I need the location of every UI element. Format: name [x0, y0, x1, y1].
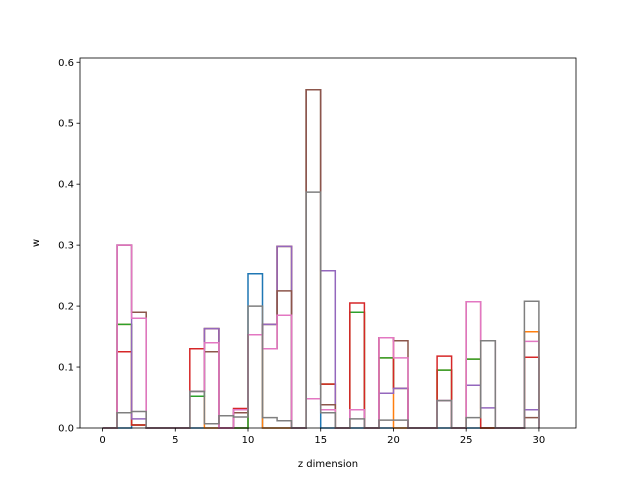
plot-background — [80, 58, 576, 428]
x-tick-label: 25 — [460, 435, 473, 446]
y-tick-label: 0.4 — [58, 180, 74, 191]
x-tick-label: 0 — [99, 435, 105, 446]
x-tick-label: 15 — [314, 435, 327, 446]
y-tick-label: 0.1 — [58, 363, 74, 374]
y-tick-label: 0.6 — [58, 58, 74, 69]
plot-frame — [79, 57, 577, 429]
axis-ticks: 0 5 10 15 20 25 30 0.0 0.1 0.2 0.3 0.4 0.5 0.6 — [58, 58, 545, 446]
x-tick-label: 20 — [387, 435, 400, 446]
x-tick-label: 5 — [172, 435, 178, 446]
histogram-series-7 — [102, 191, 540, 429]
x-tick-label: 10 — [242, 435, 255, 446]
y-axis-label: w — [31, 239, 42, 247]
y-tick-label: 0.3 — [58, 241, 74, 252]
y-tick-label: 0.5 — [58, 119, 74, 130]
x-axis-label: z dimension — [298, 459, 358, 470]
y-tick-label: 0.2 — [58, 302, 74, 313]
x-tick-label: 30 — [533, 435, 546, 446]
y-tick-label: 0.0 — [58, 424, 74, 435]
